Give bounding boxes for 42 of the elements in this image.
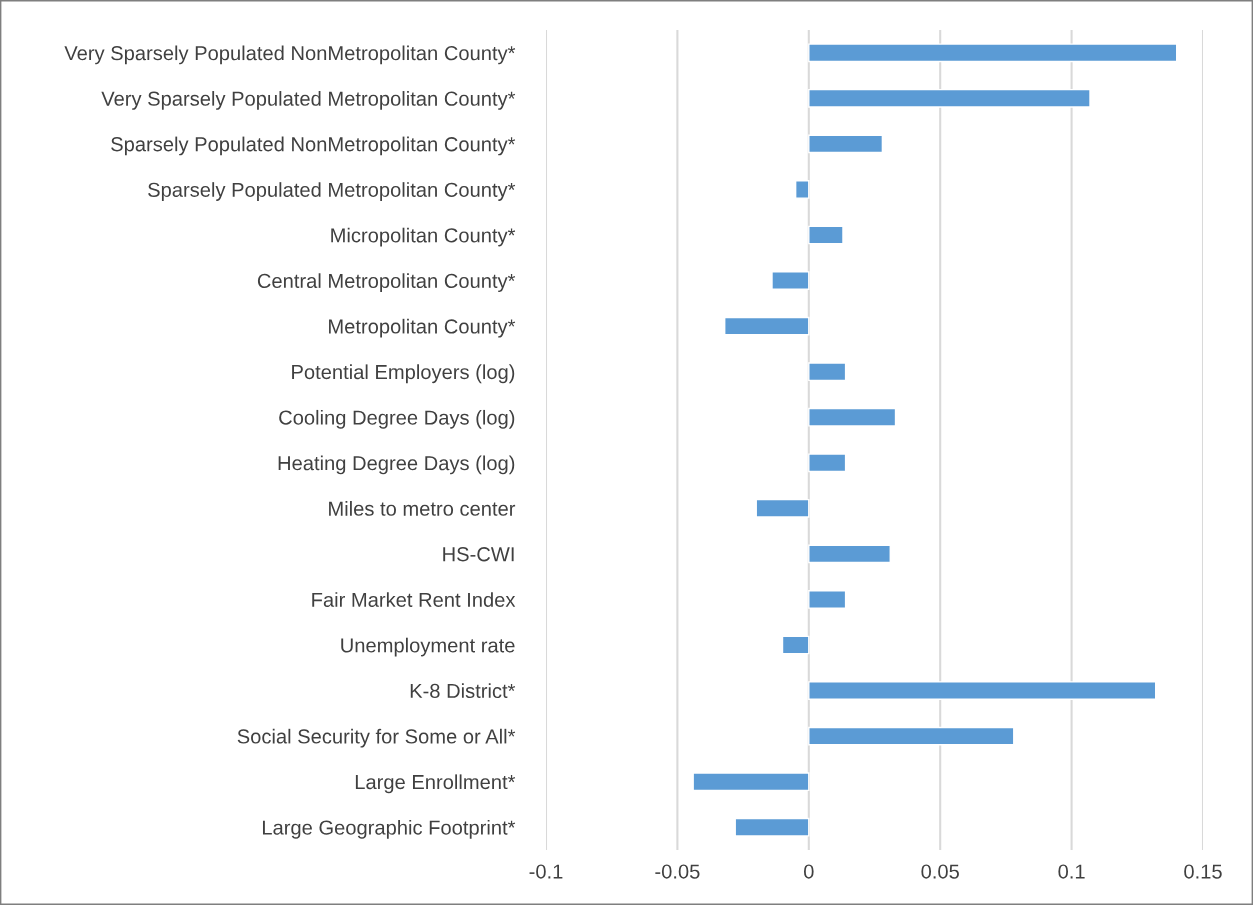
- bar: [808, 134, 884, 154]
- bar: [808, 43, 1178, 63]
- y-tick-label: Heating Degree Days (log): [278, 455, 515, 475]
- y-tick-label: Metropolitan County*: [329, 318, 516, 338]
- x-tick-label: 0: [803, 864, 814, 879]
- bar: [808, 225, 844, 245]
- y-tick-label: Large Geographic Footprint*: [262, 819, 516, 839]
- bar: [734, 817, 810, 837]
- y-tick-label: Unemployment rate: [341, 637, 515, 657]
- y-tick-label: Very Sparsely Populated Metropolitan County*: [101, 91, 516, 110]
- bar: [808, 88, 1091, 108]
- x-tick-label: -0.05: [655, 864, 700, 879]
- x-tick-label: -0.1: [529, 864, 563, 879]
- x-tick-label: 0.15: [1184, 864, 1222, 879]
- y-tick-label: K-8 District*: [410, 683, 516, 699]
- y-tick-label: Social Security for Some or All*: [237, 728, 516, 748]
- y-tick-label: Cooling Degree Days (log): [279, 409, 515, 429]
- bar: [808, 590, 847, 609]
- bar: [794, 180, 810, 199]
- bar: [724, 316, 810, 336]
- bar: [771, 271, 810, 290]
- bar: [781, 635, 810, 655]
- y-tick-label: Fair Market Rent Index: [312, 592, 516, 607]
- y-tick-label: Potential Employers (log): [292, 364, 515, 384]
- y-tick-label: HS-CWI: [443, 547, 514, 562]
- y-tick-label: Micropolitan County*: [331, 227, 516, 247]
- x-tick-label: 0.1: [1058, 864, 1085, 879]
- bar: [755, 498, 810, 518]
- y-tick-label: Sparsely Populated NonMetropolitan County*: [111, 136, 516, 156]
- bar: [808, 362, 847, 382]
- x-tick-label: 0.05: [921, 864, 959, 879]
- bar: [808, 453, 847, 473]
- bar: [808, 544, 891, 564]
- bar: [808, 681, 1157, 700]
- bar: [808, 726, 1015, 746]
- y-tick-label: Central Metropolitan County*: [257, 273, 516, 293]
- bar: [692, 772, 810, 792]
- y-tick-label: Large Enrollment*: [355, 774, 516, 794]
- y-tick-label: Sparsely Populated Metropolitan County*: [148, 182, 516, 201]
- bar: [808, 407, 897, 427]
- y-tick-label: Miles to metro center: [329, 501, 516, 516]
- y-tick-label: Very Sparsely Populated NonMetropolitan County*: [64, 45, 516, 65]
